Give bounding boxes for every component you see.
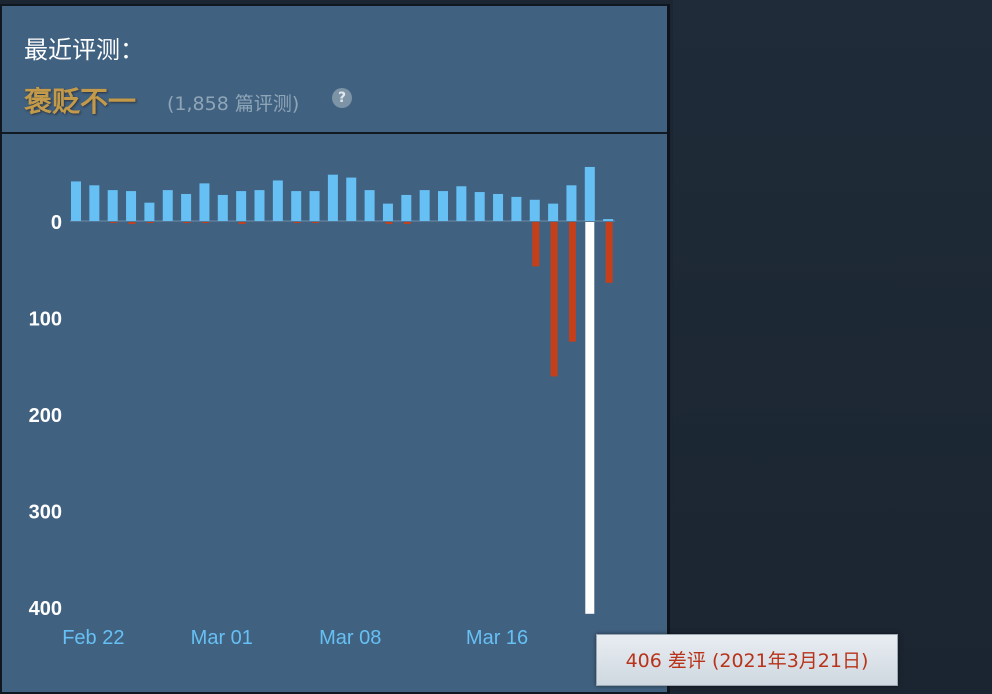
- y-tick-label: 0: [51, 212, 62, 234]
- review-count: (1,858 篇评测): [167, 93, 300, 115]
- negative-bar[interactable]: [385, 222, 393, 224]
- negative-bar[interactable]: [128, 222, 136, 224]
- positive-bar[interactable]: [401, 194, 412, 221]
- positive-bar[interactable]: [511, 196, 522, 221]
- positive-bar[interactable]: [474, 192, 485, 221]
- positive-bar[interactable]: [162, 190, 173, 221]
- y-tick-label: 300: [29, 502, 62, 524]
- negative-bar[interactable]: [312, 222, 320, 223]
- negative-bar[interactable]: [585, 222, 595, 614]
- positive-bar[interactable]: [493, 193, 504, 221]
- review-summary[interactable]: 褒贬不一: [24, 85, 137, 118]
- negative-bar[interactable]: [183, 222, 191, 223]
- page-background: [673, 0, 992, 694]
- recent-reviews-panel: 最近评测： 褒贬不一 (1,858 篇评测) ?: [0, 4, 670, 694]
- x-tick-label: Feb 22: [62, 627, 124, 649]
- negative-bar[interactable]: [293, 222, 301, 223]
- positive-bar[interactable]: [438, 191, 448, 221]
- negative-bar[interactable]: [201, 222, 209, 223]
- negative-bar[interactable]: [568, 222, 576, 342]
- positive-bar[interactable]: [456, 186, 467, 221]
- positive-bar[interactable]: [89, 185, 100, 221]
- negative-bar[interactable]: [110, 222, 118, 223]
- x-tick-label: Mar 08: [319, 627, 381, 649]
- section-title: 最近评测：: [24, 36, 144, 64]
- positive-bar[interactable]: [217, 194, 228, 221]
- x-tick-label: Mar 16: [466, 627, 528, 649]
- positive-bar[interactable]: [584, 166, 595, 221]
- y-tick-label: 400: [29, 598, 62, 620]
- positive-bar[interactable]: [566, 185, 577, 221]
- positive-bar[interactable]: [382, 203, 393, 221]
- positive-bar[interactable]: [254, 190, 265, 221]
- positive-bar[interactable]: [272, 180, 283, 221]
- positive-bar[interactable]: [603, 219, 614, 221]
- positive-bar[interactable]: [107, 190, 118, 221]
- positive-bar[interactable]: [181, 193, 192, 221]
- negative-bar[interactable]: [146, 222, 154, 223]
- positive-bar[interactable]: [364, 190, 375, 221]
- negative-bar[interactable]: [238, 222, 246, 224]
- positive-bar[interactable]: [548, 203, 559, 221]
- positive-bar[interactable]: [126, 191, 137, 221]
- negative-bar[interactable]: [532, 222, 540, 267]
- positive-bar[interactable]: [309, 191, 320, 221]
- y-tick-label: 100: [29, 309, 62, 331]
- negative-bar[interactable]: [403, 222, 411, 224]
- positive-bar[interactable]: [236, 191, 247, 221]
- positive-bar[interactable]: [419, 190, 430, 221]
- positive-bar[interactable]: [346, 177, 357, 221]
- positive-bar[interactable]: [144, 202, 155, 221]
- positive-bar[interactable]: [291, 191, 302, 221]
- positive-bar[interactable]: [327, 174, 338, 221]
- positive-bar[interactable]: [71, 181, 81, 221]
- bar-tooltip: 406 差评 (2021年3月21日): [596, 634, 898, 686]
- positive-bar[interactable]: [199, 183, 210, 221]
- x-tick-label: Mar 01: [191, 627, 253, 649]
- help-icon[interactable]: ?: [332, 88, 352, 108]
- positive-bar[interactable]: [529, 199, 540, 221]
- reviews-header: 最近评测： 褒贬不一 (1,858 篇评测) ?: [2, 6, 667, 134]
- negative-bar[interactable]: [550, 222, 558, 377]
- negative-bar[interactable]: [605, 222, 613, 283]
- y-tick-label: 200: [29, 405, 62, 427]
